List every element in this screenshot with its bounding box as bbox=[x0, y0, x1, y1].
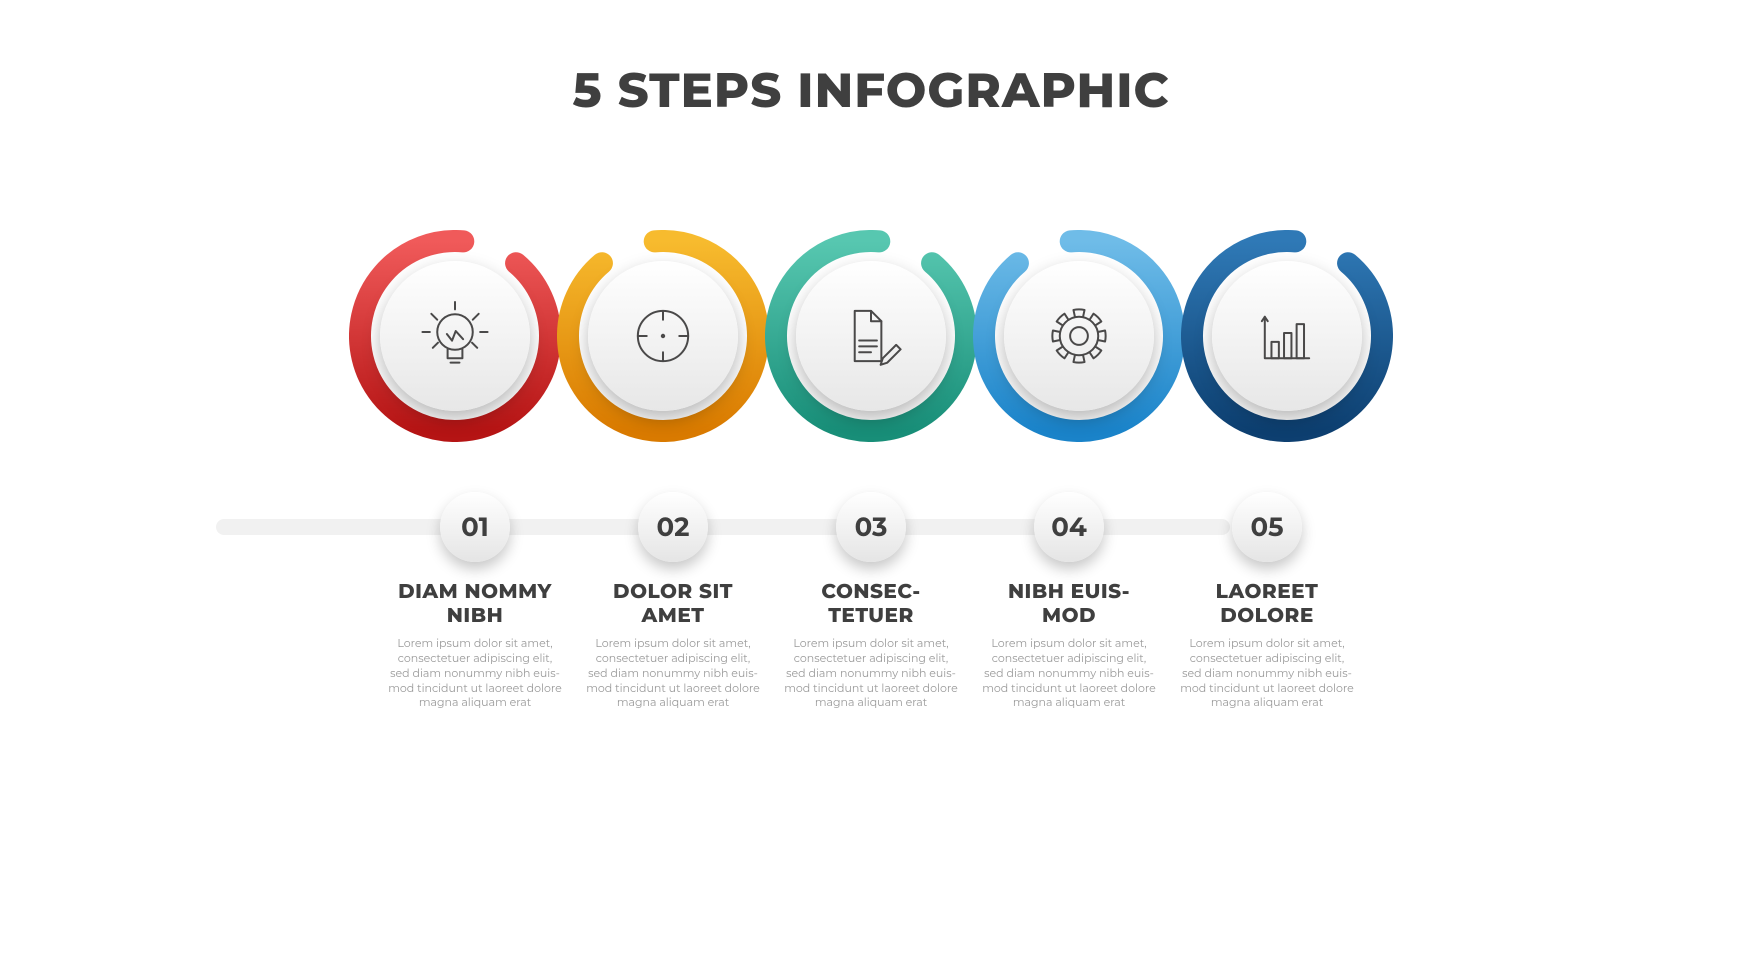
step-text-column: DIAM NOMMY NIBH Lorem ipsum dolor sit ame… bbox=[376, 580, 574, 710]
step-text-column: CONSEC- TETUER Lorem ipsum dolor sit amet… bbox=[772, 580, 970, 710]
step-heading: DIAM NOMMY NIBH bbox=[376, 580, 574, 628]
step-inner-circle bbox=[1004, 261, 1154, 411]
step-text-column: NIBH EUIS- MOD Lorem ipsum dolor sit amet… bbox=[970, 580, 1168, 710]
step-inner-circle bbox=[796, 261, 946, 411]
lightbulb-icon bbox=[418, 299, 492, 373]
step-text-column: LAOREET DOLORE Lorem ipsum dolor sit amet… bbox=[1168, 580, 1366, 710]
step-ring bbox=[557, 230, 769, 442]
step-body: Lorem ipsum dolor sit amet, consectetuer… bbox=[585, 636, 761, 710]
step-number: 01 bbox=[461, 511, 489, 543]
step-body: Lorem ipsum dolor sit amet, consectetuer… bbox=[783, 636, 959, 710]
step-number-circle: 01 bbox=[440, 492, 510, 562]
step-ring bbox=[765, 230, 977, 442]
step-number-circle: 03 bbox=[836, 492, 906, 562]
page-title: 5 STEPS INFOGRAPHIC bbox=[572, 62, 1169, 120]
step-number: 05 bbox=[1250, 511, 1283, 543]
step-heading: NIBH EUIS- MOD bbox=[970, 580, 1168, 628]
step-body: Lorem ipsum dolor sit amet, consectetuer… bbox=[387, 636, 563, 710]
target-icon bbox=[626, 299, 700, 373]
step-inner-circle bbox=[588, 261, 738, 411]
document-icon bbox=[834, 299, 908, 373]
step-number-circle: 05 bbox=[1232, 492, 1302, 562]
step-number: 02 bbox=[657, 511, 690, 543]
step-ring bbox=[1181, 230, 1393, 442]
text-row: DIAM NOMMY NIBHLorem ipsum dolor sit ame… bbox=[376, 580, 1366, 710]
gear-icon bbox=[1042, 299, 1116, 373]
step-number-circle: 02 bbox=[638, 492, 708, 562]
step-text-column: DOLOR SIT AMET Lorem ipsum dolor sit amet… bbox=[574, 580, 772, 710]
ring-row bbox=[351, 230, 1391, 442]
step-heading: CONSEC- TETUER bbox=[772, 580, 970, 628]
step-number: 04 bbox=[1051, 511, 1087, 543]
step-body: Lorem ipsum dolor sit amet, consectetuer… bbox=[981, 636, 1157, 710]
timeline-row: 01 02 03 04 05 bbox=[0, 492, 1742, 562]
barchart-icon bbox=[1250, 299, 1324, 373]
step-body: Lorem ipsum dolor sit amet, consectetuer… bbox=[1179, 636, 1355, 710]
step-inner-circle bbox=[1212, 261, 1362, 411]
step-inner-circle bbox=[380, 261, 530, 411]
step-ring bbox=[973, 230, 1185, 442]
step-heading: DOLOR SIT AMET bbox=[574, 580, 772, 628]
step-heading: LAOREET DOLORE bbox=[1168, 580, 1366, 628]
step-number-circle: 04 bbox=[1034, 492, 1104, 562]
step-ring bbox=[349, 230, 561, 442]
step-number: 03 bbox=[855, 511, 888, 543]
